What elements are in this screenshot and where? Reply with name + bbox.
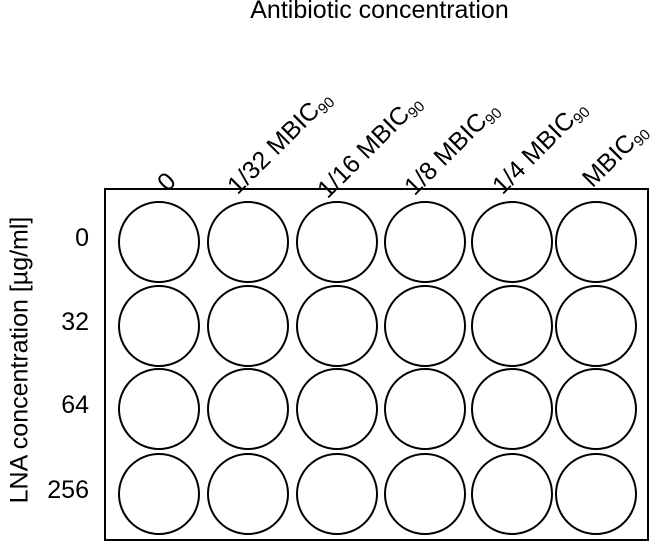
well [296, 368, 378, 450]
well [471, 368, 553, 450]
well [296, 201, 378, 283]
well [555, 368, 637, 450]
row-label: 256 [47, 476, 89, 504]
well [471, 453, 553, 535]
well [555, 453, 637, 535]
well [384, 201, 466, 283]
well [207, 368, 289, 450]
column-label-text: 1/32 MBIC [222, 96, 326, 200]
column-label: 1/4 MBIC90 [487, 95, 594, 202]
well [118, 285, 200, 367]
well [118, 368, 200, 450]
row-axis-title: LNA concentration [µg/ml] [5, 216, 34, 504]
well [384, 285, 466, 367]
well [471, 285, 553, 367]
well [384, 453, 466, 535]
well [118, 201, 200, 283]
well-plate [104, 188, 649, 541]
well [471, 201, 553, 283]
well [555, 285, 637, 367]
row-label: 64 [61, 391, 89, 419]
row-label: 0 [75, 224, 89, 252]
well [555, 201, 637, 283]
well [384, 368, 466, 450]
well [207, 285, 289, 367]
row-label: 32 [61, 308, 89, 336]
well [296, 285, 378, 367]
column-label: MBIC90 [577, 117, 654, 194]
well [296, 453, 378, 535]
column-axis-title: Antibiotic concentration [250, 0, 509, 24]
well [207, 453, 289, 535]
well [207, 201, 289, 283]
well [118, 453, 200, 535]
